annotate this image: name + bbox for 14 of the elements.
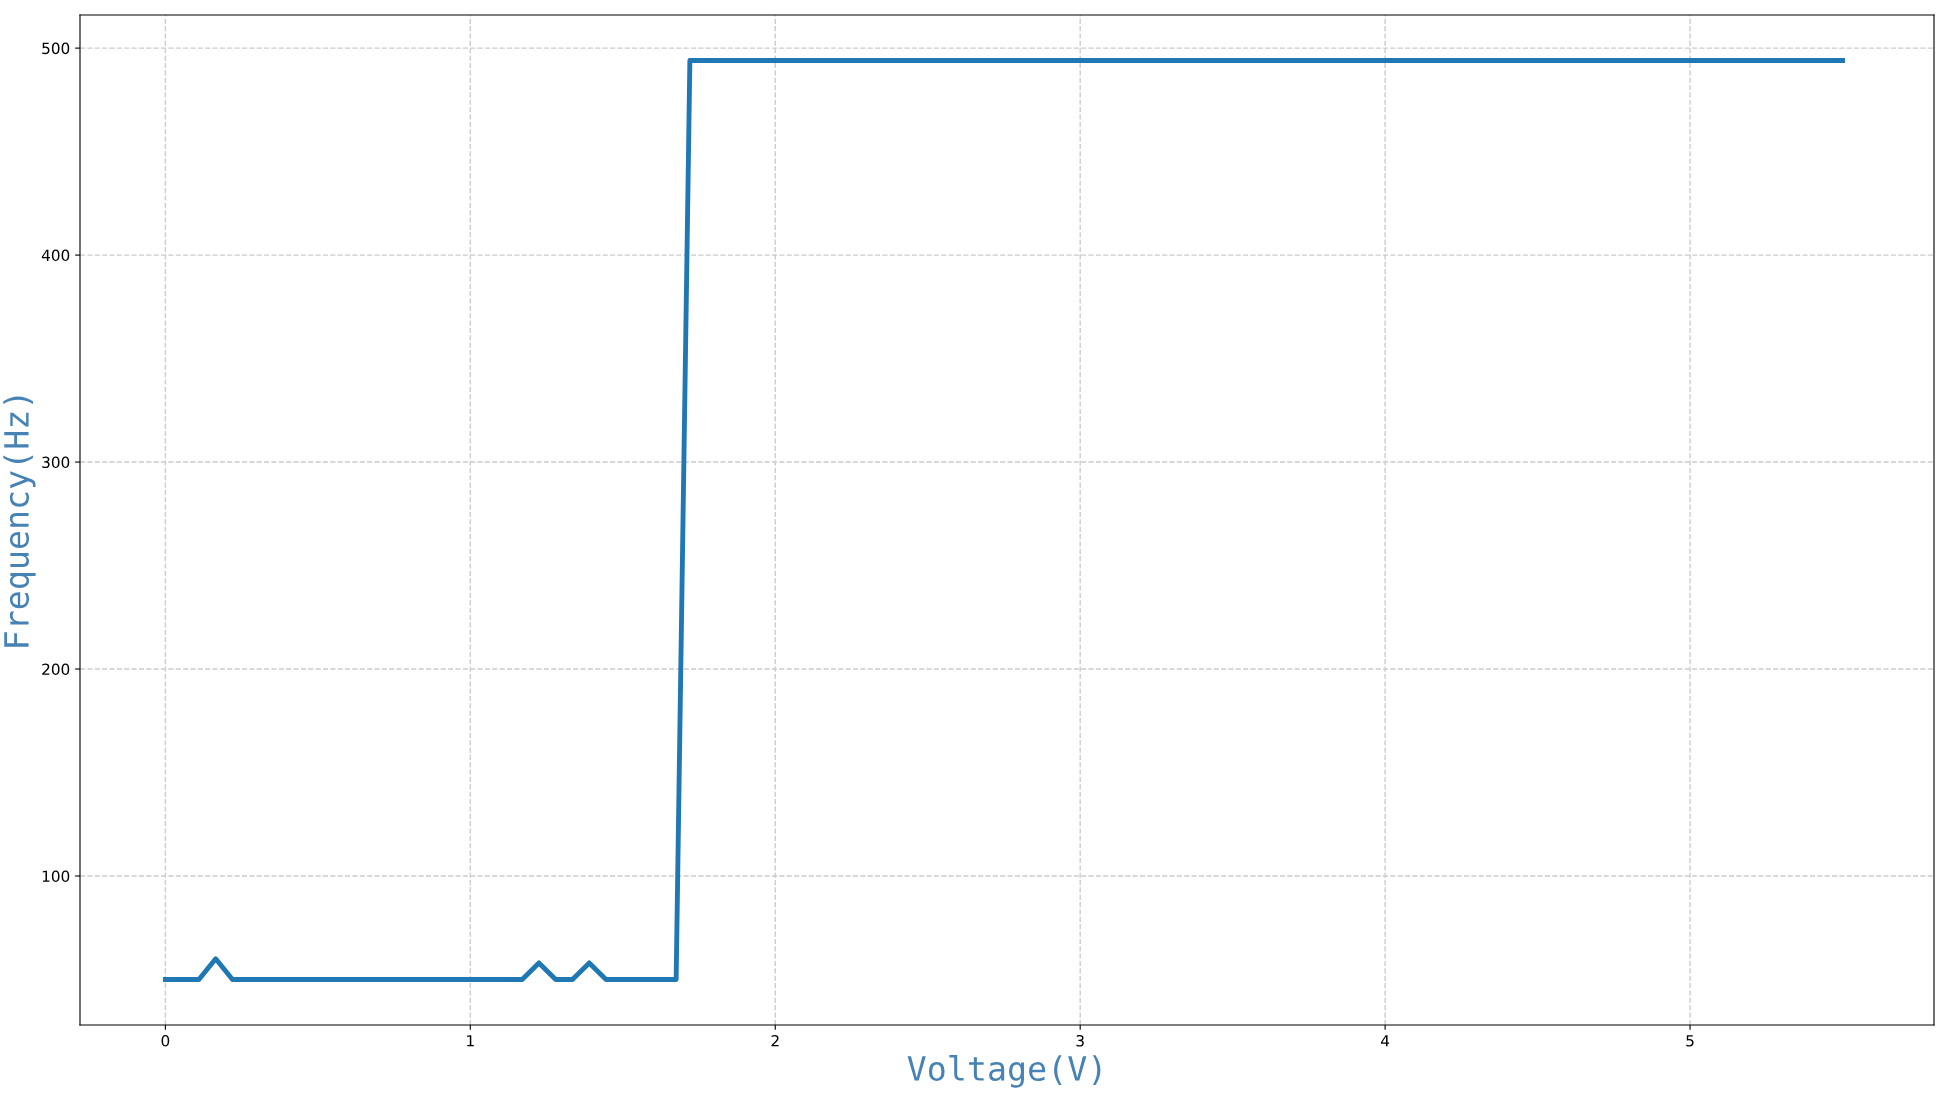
y-tick-label: 500 [42, 42, 70, 55]
x-tick-label: 4 [1381, 1035, 1390, 1047]
x-tick-label: 0 [161, 1034, 170, 1047]
line-series [162, 58, 1845, 982]
y-tick-label: 100 [42, 870, 70, 883]
x-tick-label: 5 [1686, 1035, 1694, 1047]
y-tick-label: 300 [42, 456, 70, 469]
x-tick-label: 3 [1076, 1034, 1084, 1047]
y-tick-label: 400 [41, 249, 70, 262]
x-tick-label: 1 [467, 1035, 474, 1047]
x-tick-label: 2 [771, 1034, 779, 1047]
y-axis-title: Frequency(Hz) [3, 396, 36, 647]
y-tick-label: 200 [42, 663, 70, 676]
x-axis-title: Voltage(V) [907, 1055, 1101, 1088]
